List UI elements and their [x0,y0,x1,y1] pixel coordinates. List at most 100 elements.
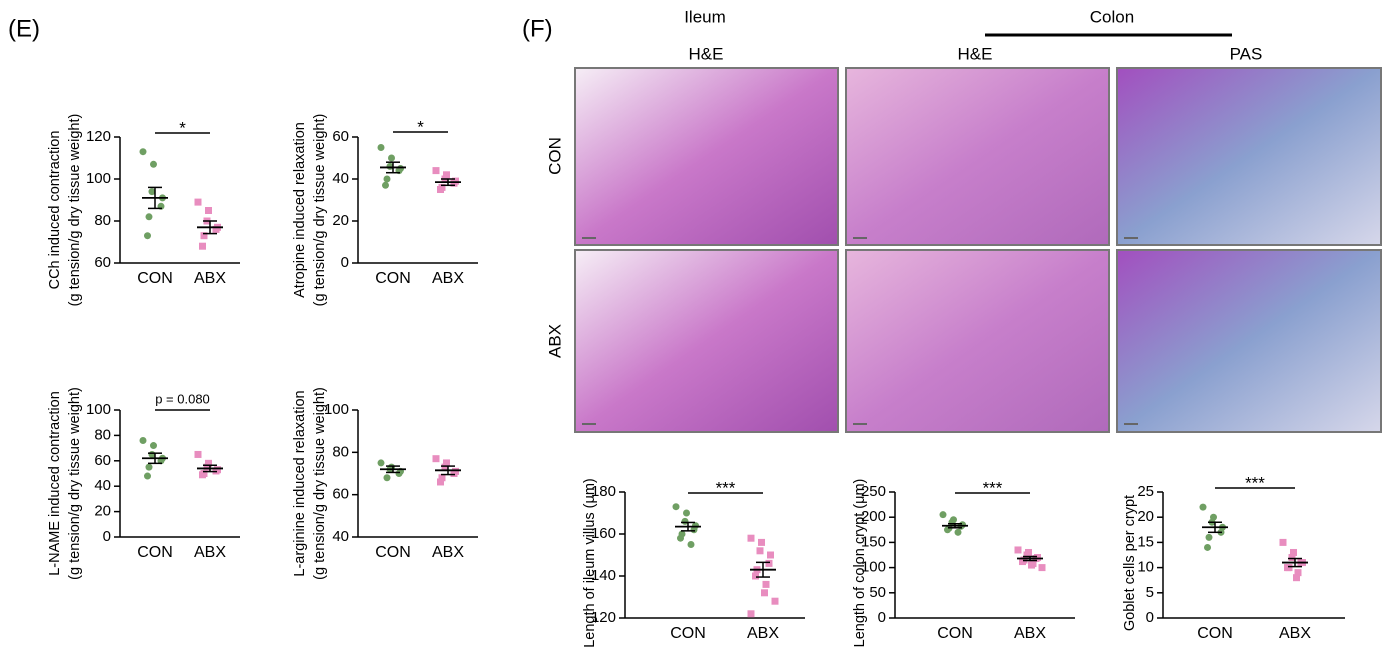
x-tick-label: ABX [747,625,779,642]
x-tick-label: CON [137,270,173,287]
point [1014,546,1022,554]
point [212,225,220,233]
y-tick-label: 40 [94,477,111,494]
x-tick-label: CON [375,270,411,287]
point [1204,543,1211,551]
significance-label: *** [716,478,736,497]
image [1116,249,1382,433]
point [438,474,446,482]
point [1284,564,1291,572]
y-tick-label: 100 [86,170,111,187]
y-tick-label: 60 [94,452,111,469]
y-tick-label: 40 [332,528,349,545]
x-tick-label: ABX [194,270,226,287]
point [150,160,157,168]
point [432,455,440,463]
error-bar [948,523,962,529]
point [441,463,449,471]
y-tick-label: 200 [861,508,886,525]
significance-label: p = 0.080 [155,391,210,406]
point [388,154,395,162]
point [450,179,458,187]
point [148,188,156,196]
point [752,572,759,580]
y-tick-label: 5 [1146,584,1154,601]
point [194,198,202,206]
point [761,589,768,597]
point [437,186,444,193]
point [1038,564,1046,572]
y-tick-label: 40 [332,170,349,187]
y-tick-label: 180 [591,483,616,500]
point [1205,533,1213,541]
point [383,175,391,183]
point [200,232,208,240]
image [1116,67,1382,246]
x-tick-label: CON [670,625,706,642]
y-axis-label: (g tension/g dry tissue weight) [67,387,83,580]
image [574,67,839,246]
error-bar [1023,555,1037,562]
error-bar [441,178,455,187]
point [144,232,151,240]
image [845,67,1110,246]
image [845,249,1110,433]
y-tick-label: 100 [861,559,886,576]
point [139,436,147,444]
point [683,509,690,517]
point [765,559,773,567]
x-tick-label: ABX [432,544,464,561]
point [1293,574,1300,582]
point [767,551,774,559]
point [1199,503,1207,511]
x-tick-label: CON [937,625,973,642]
point [205,459,212,467]
y-axis-label: Atropine induced relaxation [292,122,308,298]
y-tick-label: 0 [878,609,886,626]
column-label: H&E [958,44,993,63]
point [771,597,779,605]
point [762,580,770,588]
column-group-label: Colon [1090,7,1134,26]
point [199,471,206,479]
y-axis-label: L-NAME induced contraction [47,391,63,576]
y-axis-label: CCh induced contraction [47,131,63,290]
point [205,207,212,214]
y-tick-label: 80 [94,212,111,229]
significance-label: *** [1245,473,1265,492]
point [747,610,755,618]
y-tick-label: 150 [861,533,886,550]
point [1028,561,1035,569]
column-label: H&E [689,44,724,63]
y-tick-label: 160 [591,525,616,542]
y-tick-label: 100 [324,401,349,418]
y-tick-label: 15 [1137,533,1154,550]
y-tick-label: 20 [332,212,349,229]
point [432,167,440,175]
point [677,534,684,542]
x-tick-label: ABX [194,544,226,561]
y-axis-label: (g tension/g dry tissue weight) [67,114,83,307]
x-tick-label: ABX [1279,625,1311,642]
error-bar [203,220,217,235]
error-bar [148,186,162,210]
y-axis-label: Length of colon crypt (μm) [852,479,868,648]
point [139,148,147,156]
y-tick-label: 10 [1137,559,1154,576]
point [954,528,962,536]
point [377,144,385,151]
y-tick-label: 140 [591,567,616,584]
column-group-label: Ileum [684,7,726,26]
error-bar [1208,521,1222,534]
y-axis-label: (g tension/g dry tissue weight) [312,114,328,307]
point [443,171,450,179]
point [203,463,211,471]
point [756,547,764,555]
point [150,442,157,450]
error-bar [386,161,400,174]
point [747,534,755,542]
point [450,470,458,477]
y-tick-label: 60 [332,486,349,503]
y-axis-label: Length of ileum villus (μm) [582,478,598,648]
x-tick-label: CON [1197,625,1233,642]
